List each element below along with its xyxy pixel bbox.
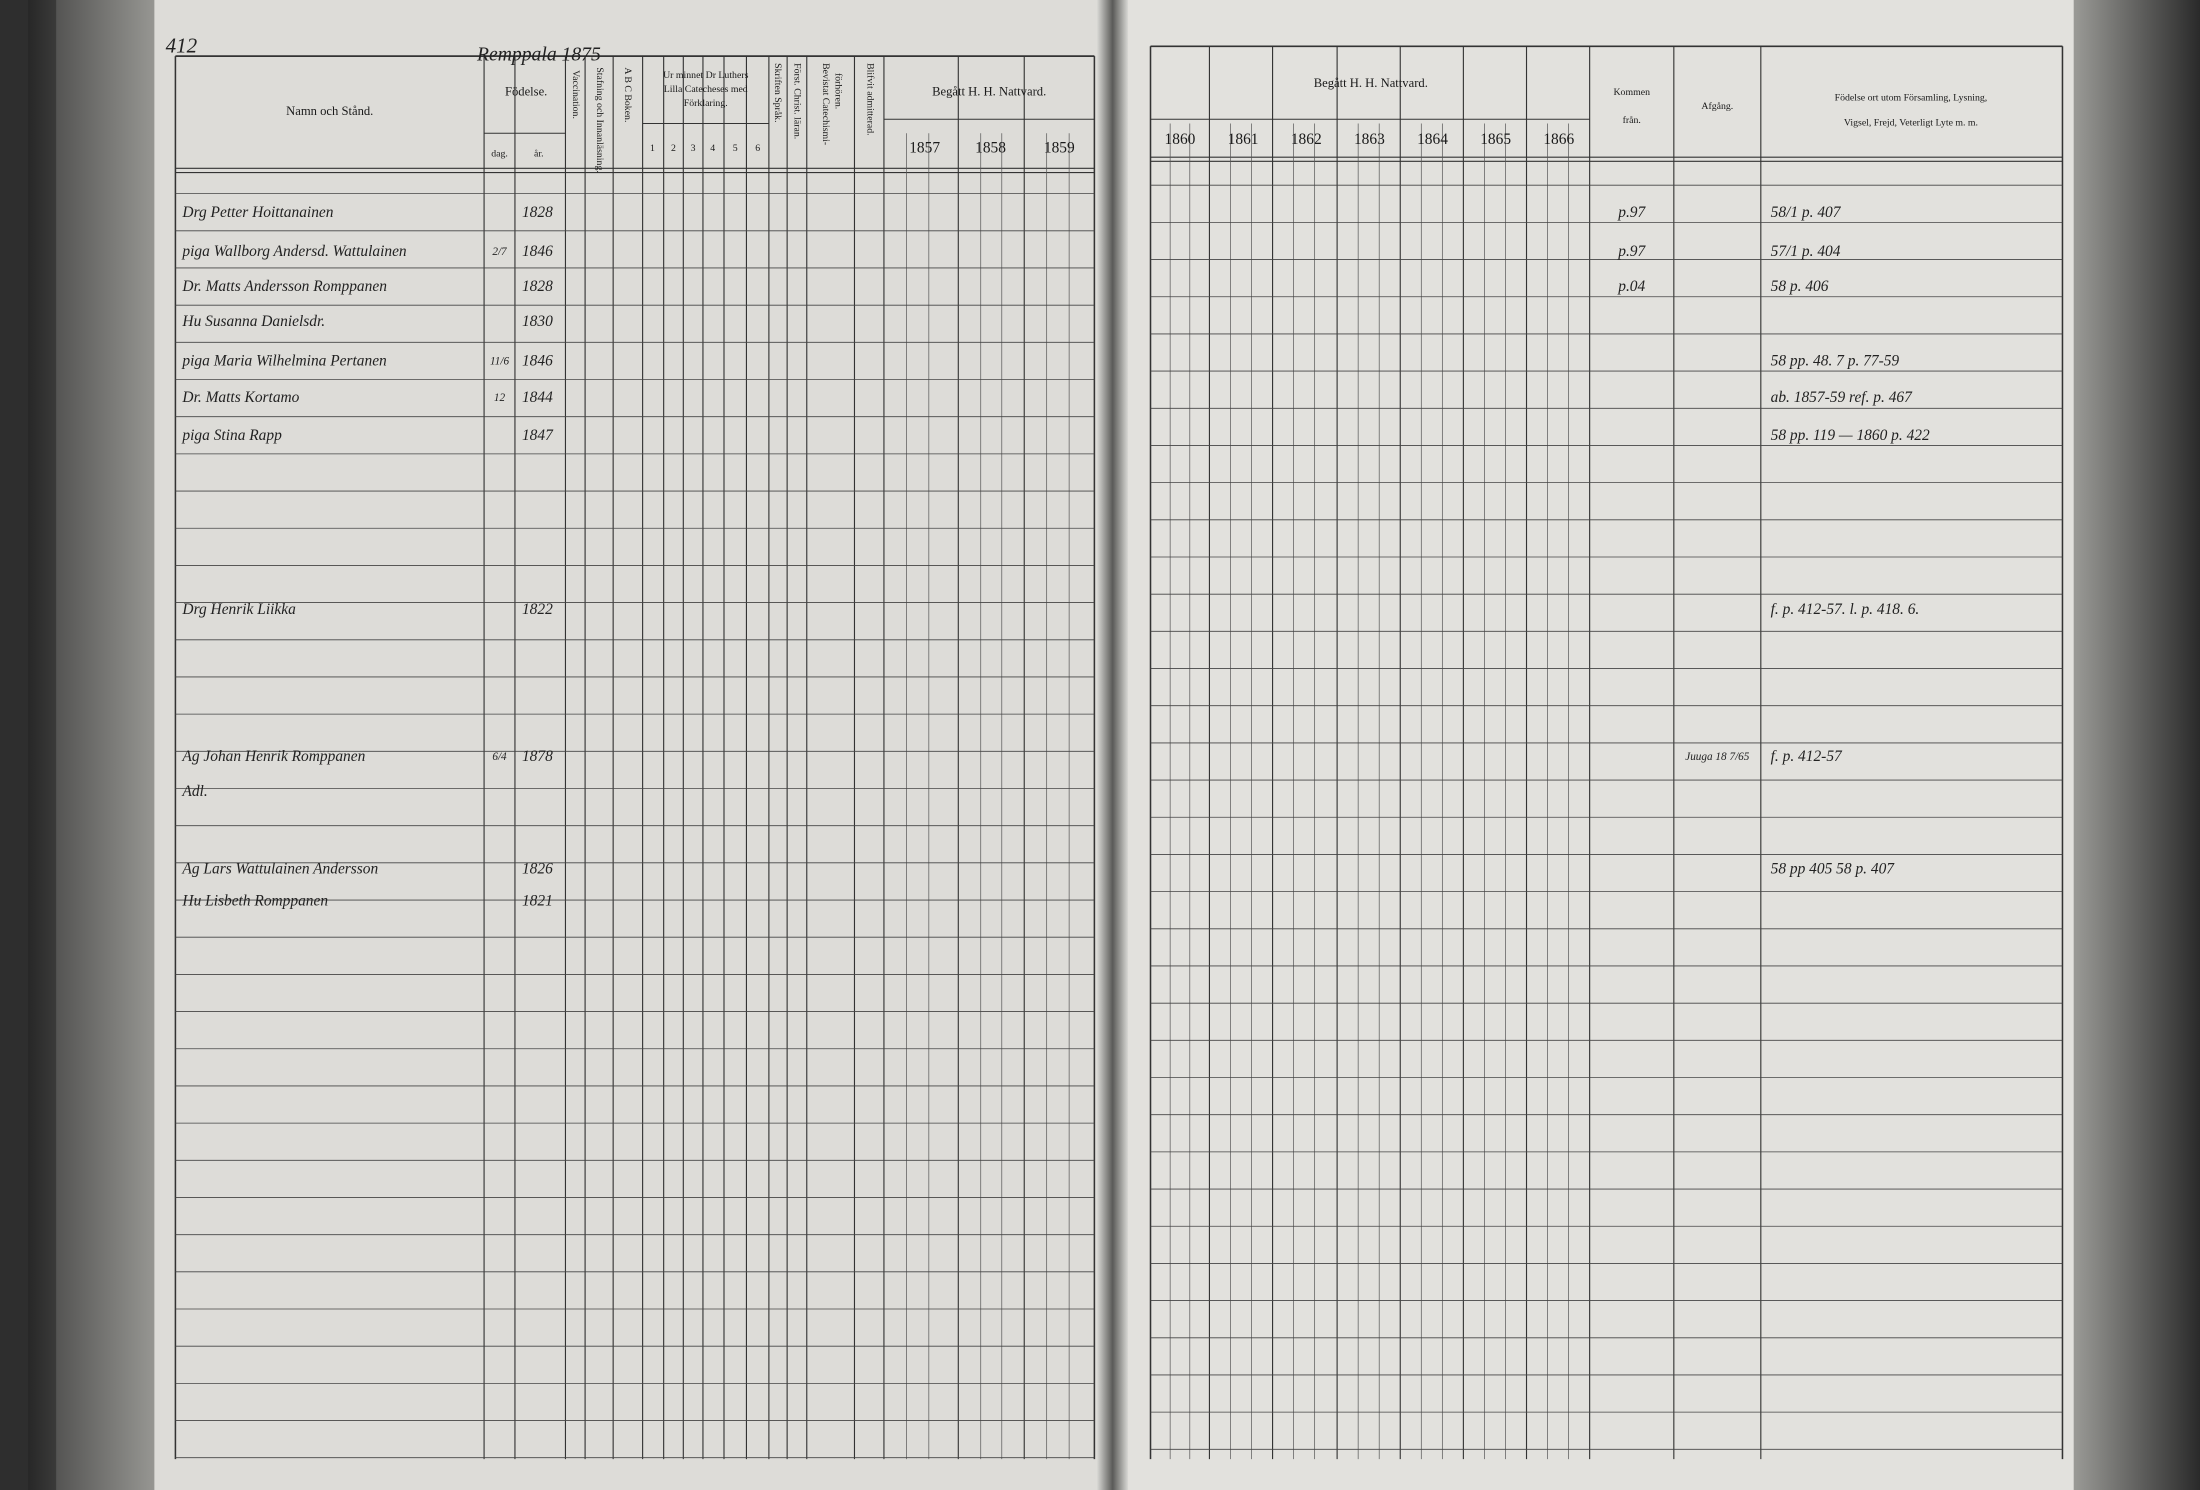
entry-name: Ag Johan Henrik Romppanen (181, 748, 365, 765)
entry-year: 1826 (522, 860, 553, 877)
entry-year: 1847 (522, 427, 554, 444)
header: 1 (650, 143, 655, 154)
left-page (56, 0, 1112, 1490)
entry-notes: 58/1 p. 407 (1771, 204, 1842, 221)
entry-notes: 58 pp. 48. 7 p. 77-59 (1771, 353, 1900, 370)
header: Afgång. (1701, 101, 1733, 112)
header: Blifvit admitterad. (865, 63, 876, 136)
header: Begått H. H. Nattvard. (932, 84, 1046, 98)
year-header: 1858 (975, 139, 1006, 156)
header: Födelse ort utom Församling, Lysning, (1835, 92, 1988, 103)
left-edge (28, 0, 155, 1490)
entry-year: 1828 (522, 204, 553, 221)
header: 2 (671, 143, 676, 154)
entry-name: piga Stina Rapp (181, 427, 282, 444)
entry-year: 1878 (522, 748, 553, 765)
header: förhören. (832, 73, 843, 109)
entry-year: 1822 (522, 601, 553, 618)
header: Bevistat Catechismi- (820, 63, 831, 145)
year-header: 1865 (1480, 131, 1511, 148)
header: A B C Boken. (622, 67, 633, 122)
header: år. (534, 149, 544, 160)
entry-year: 1830 (522, 313, 553, 330)
entry-notes: f. p. 412-57. l. p. 418. 6. (1771, 601, 1920, 618)
header: 5 (733, 143, 738, 154)
page-number: 412 (166, 34, 198, 58)
header: Vaccination. (570, 70, 581, 119)
entry-year: 1846 (522, 243, 553, 260)
entry-name: Dr. Matts Andersson Romppanen (181, 278, 387, 295)
header: Förklaring. (684, 98, 728, 109)
header: från. (1623, 115, 1641, 126)
entry-came-from: p.97 (1617, 204, 1646, 221)
header: Först. Christ. läran. (792, 63, 803, 139)
entry-day: 11/6 (490, 356, 510, 368)
entry-notes: 58 p. 406 (1771, 278, 1829, 295)
header: 4 (710, 143, 715, 154)
entry-name: Dr. Matts Kortamo (181, 389, 299, 406)
header: Födelse. (505, 84, 547, 98)
header: 3 (691, 143, 696, 154)
entry-name: piga Maria Wilhelmina Pertanen (181, 353, 387, 370)
year-header: 1861 (1228, 131, 1259, 148)
right-page (1111, 0, 2108, 1490)
header: Lilla Catecheses med (664, 84, 748, 95)
parish: Remppala 1875 (476, 44, 601, 66)
year-header: 1863 (1354, 131, 1385, 148)
header: Stafning och Innanläsning. (594, 67, 605, 172)
entry-year: 1828 (522, 278, 553, 295)
header: dag. (491, 149, 508, 160)
entry-name: Hu Susanna Danielsdr. (181, 313, 325, 330)
entry-day: 6/4 (492, 751, 507, 763)
entry-name: Hu Lisbeth Romppanen (181, 893, 328, 910)
year-header: 1857 (909, 139, 940, 156)
spine (1097, 0, 1129, 1490)
entry-day: 12 (494, 392, 506, 404)
entry-name: Ag Lars Wattulainen Andersson (181, 860, 378, 877)
header: Ur minnet Dr Luthers (663, 70, 748, 81)
entry-departure: Juuga 18 7/65 (1685, 751, 1750, 763)
entry-year: 1821 (522, 893, 553, 910)
year-header: 1859 (1044, 139, 1075, 156)
entry-name: Drg Petter Hoittanainen (181, 204, 333, 221)
entry-notes: ab. 1857-59 ref. p. 467 (1771, 389, 1914, 406)
ruling (174, 45, 2064, 1460)
entry-notes: 57/1 p. 404 (1771, 243, 1841, 260)
right-edge (2073, 0, 2200, 1490)
header: Begått H. H. Nattvard. (1314, 76, 1428, 90)
header: 6 (755, 143, 760, 154)
entry-name: piga Wallborg Andersd. Wattulainen (181, 243, 406, 260)
year-header: 1866 (1543, 131, 1574, 148)
header: Namn och Stånd. (286, 104, 373, 118)
entry-notes: 58 pp 405 58 p. 407 (1771, 860, 1896, 877)
header: Vigsel, Frejd, Veterligt Lyte m. m. (1844, 118, 1978, 129)
entry-notes: f. p. 412-57 (1771, 748, 1843, 765)
entry-name: Drg Henrik Liikka (181, 601, 296, 618)
entry-came-from: p.04 (1617, 278, 1645, 295)
entry-year: 1844 (522, 389, 553, 406)
entry-day: 2/7 (492, 246, 507, 258)
year-header: 1862 (1291, 131, 1322, 148)
year-header: 1860 (1165, 131, 1196, 148)
entry-notes: 58 pp. 119 — 1860 p. 422 (1771, 427, 1930, 444)
entry-came-from: p.97 (1617, 243, 1646, 260)
header: Kommen (1613, 87, 1650, 98)
entry-year: 1846 (522, 353, 553, 370)
year-header: 1864 (1417, 131, 1448, 148)
entry-name: Adl. (181, 783, 207, 800)
header: Skriften Språk. (772, 63, 783, 122)
